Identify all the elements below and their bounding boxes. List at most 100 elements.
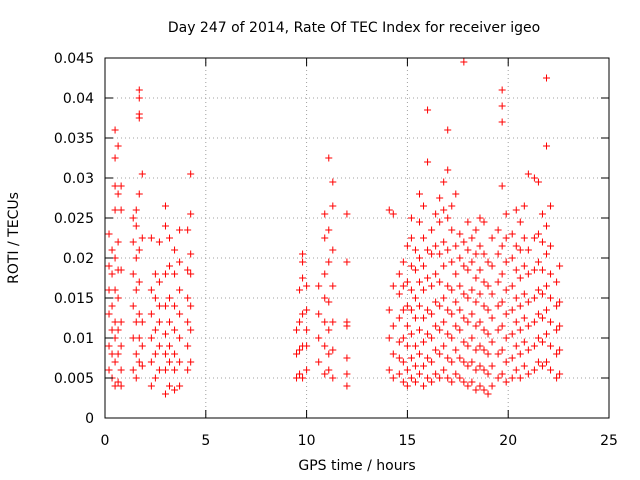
data-point: [187, 270, 195, 278]
data-point: [389, 210, 397, 218]
data-point: [494, 278, 502, 286]
data-point: [508, 374, 516, 382]
data-point: [520, 202, 528, 210]
data-point: [530, 266, 538, 274]
data-point: [524, 370, 532, 378]
data-point: [403, 302, 411, 310]
data-point: [516, 302, 524, 310]
data-point: [452, 190, 460, 198]
data-point: [520, 290, 528, 298]
data-point: [432, 370, 440, 378]
data-point: [472, 386, 480, 394]
data-point: [411, 314, 419, 322]
data-point: [135, 86, 143, 94]
data-point: [321, 270, 329, 278]
data-point: [534, 310, 542, 318]
data-point: [184, 226, 192, 234]
data-point: [512, 206, 520, 214]
data-point: [176, 310, 184, 318]
data-point: [138, 342, 146, 350]
data-point: [105, 342, 113, 350]
data-point: [534, 334, 542, 342]
data-point: [498, 270, 506, 278]
data-point: [117, 382, 125, 390]
data-point: [171, 246, 179, 254]
data-point: [415, 218, 423, 226]
data-point: [176, 358, 184, 366]
data-point: [176, 334, 184, 342]
data-point: [476, 290, 484, 298]
data-point: [468, 258, 476, 266]
data-point: [534, 286, 542, 294]
data-point: [296, 286, 304, 294]
data-point: [420, 362, 428, 370]
data-point: [321, 342, 329, 350]
data-point: [171, 350, 179, 358]
data-point: [315, 334, 323, 342]
data-point: [114, 378, 122, 386]
data-point: [424, 374, 432, 382]
data-point: [166, 294, 174, 302]
data-point: [498, 86, 506, 94]
data-point: [385, 206, 393, 214]
data-point: [135, 358, 143, 366]
data-point: [460, 262, 468, 270]
x-axis-label: GPS time / hours: [298, 458, 415, 474]
data-point: [161, 366, 169, 374]
data-point: [399, 282, 407, 290]
data-point: [132, 222, 140, 230]
data-point: [132, 206, 140, 214]
data-point: [415, 350, 423, 358]
data-point: [534, 230, 542, 238]
data-point: [129, 270, 137, 278]
plot-frame: [104, 57, 610, 419]
data-point: [472, 322, 480, 330]
data-point: [524, 270, 532, 278]
data-point: [472, 346, 480, 354]
data-point: [553, 374, 561, 382]
data-point: [114, 142, 122, 150]
data-point: [480, 278, 488, 286]
data-point: [389, 374, 397, 382]
data-point: [420, 262, 428, 270]
data-point: [105, 262, 113, 270]
data-point: [114, 326, 122, 334]
data-point: [184, 266, 192, 274]
data-point: [512, 366, 520, 374]
data-point: [108, 246, 116, 254]
data-point: [464, 318, 472, 326]
data-point: [498, 242, 506, 250]
data-point: [502, 334, 510, 342]
data-point: [108, 350, 116, 358]
data-point: [502, 258, 510, 266]
data-point: [184, 318, 192, 326]
data-point: [516, 350, 524, 358]
data-point: [436, 250, 444, 258]
data-point: [444, 126, 452, 134]
data-point: [488, 362, 496, 370]
data-point: [329, 178, 337, 186]
data-point: [129, 302, 137, 310]
data-point: [538, 362, 546, 370]
data-point: [325, 350, 333, 358]
data-point: [303, 326, 311, 334]
data-point: [321, 210, 329, 218]
data-point: [395, 270, 403, 278]
data-point: [176, 258, 184, 266]
data-point: [440, 262, 448, 270]
data-point: [444, 282, 452, 290]
data-point: [428, 310, 436, 318]
data-point: [428, 358, 436, 366]
data-point: [138, 318, 146, 326]
data-point: [415, 302, 423, 310]
data-point: [329, 202, 337, 210]
y-tick-label: 0.015: [54, 291, 94, 307]
data-point: [556, 346, 564, 354]
data-point: [472, 226, 480, 234]
data-point: [420, 314, 428, 322]
data-point: [444, 306, 452, 314]
data-point: [488, 290, 496, 298]
data-point: [135, 246, 143, 254]
data-point: [512, 266, 520, 274]
data-point: [456, 354, 464, 362]
